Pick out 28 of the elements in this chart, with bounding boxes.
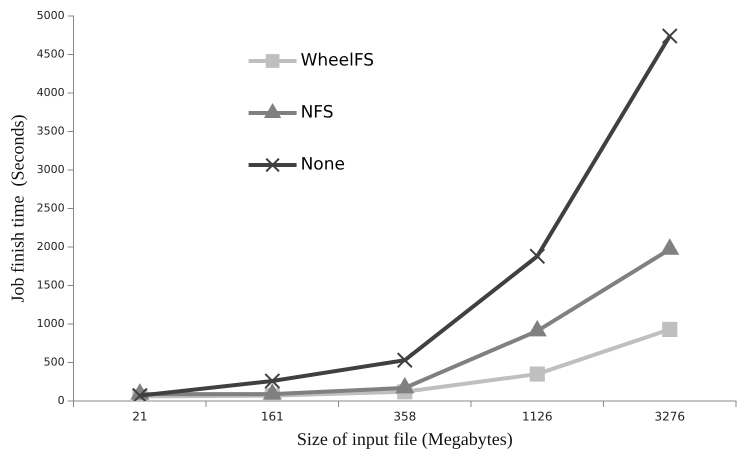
x-tick-label: 161 — [260, 409, 284, 424]
x-tick-label: 3276 — [654, 409, 686, 424]
point — [662, 28, 678, 44]
point — [529, 248, 546, 264]
y-tick-label: 4000 — [36, 86, 65, 99]
legend-label: WheelFS — [300, 50, 374, 70]
point — [530, 366, 545, 382]
y-tick-label: 3500 — [36, 124, 65, 138]
y-tick-label: 500 — [44, 355, 65, 368]
y-tick-label: 1500 — [36, 278, 65, 292]
point — [263, 384, 282, 400]
x-tick-label: 21 — [132, 409, 148, 424]
point — [662, 322, 678, 337]
x-tick-label: 358 — [393, 409, 416, 424]
y-tick-label: 5000 — [36, 8, 65, 22]
y-tick-label: 4500 — [36, 47, 65, 60]
x-tick-label: 1126 — [522, 409, 553, 424]
legend-label: NFS — [300, 102, 334, 122]
x-axis-title: Size of input file (Megabytes) — [296, 428, 513, 449]
y-tick-label: 1000 — [36, 316, 65, 330]
y-tick-label: 3000 — [36, 162, 65, 176]
y-tick-label: 0 — [58, 394, 65, 407]
point — [396, 352, 413, 368]
y-axis-title: Job finish time (Seconds) — [8, 114, 28, 302]
point — [264, 372, 280, 390]
legend-label: None — [300, 154, 345, 174]
y-tick-label: 2500 — [36, 201, 65, 214]
y-tick-label: 2000 — [36, 240, 65, 253]
